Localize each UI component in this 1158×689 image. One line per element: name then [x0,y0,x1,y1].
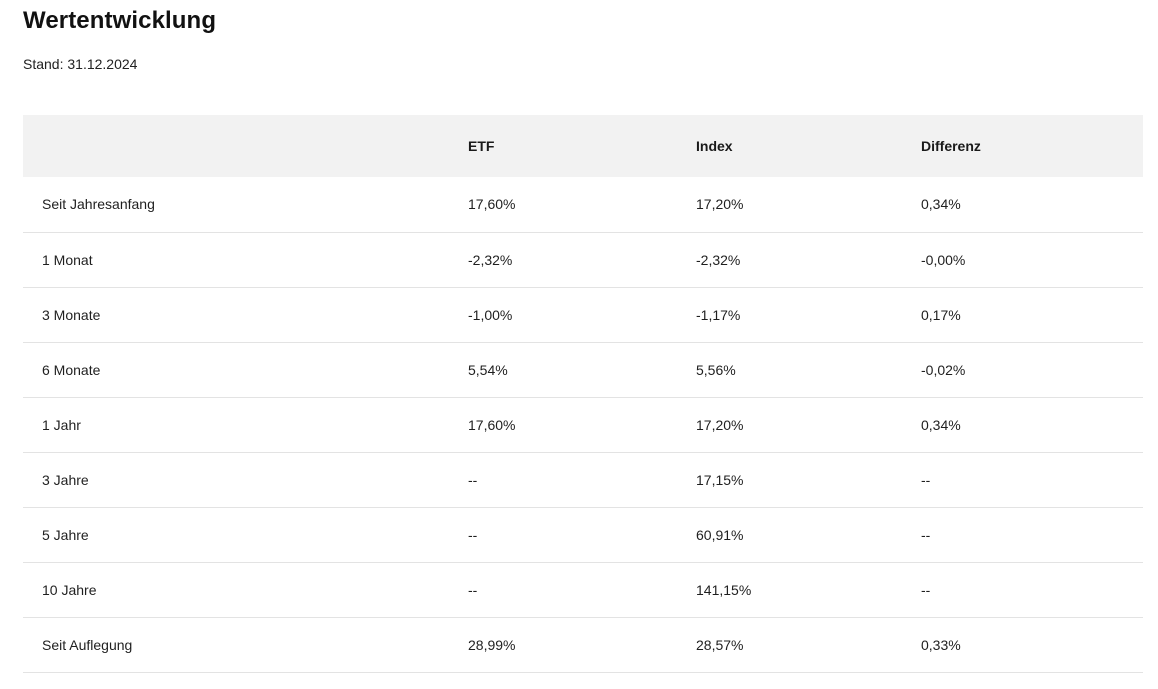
row-etf-value: -- [468,471,478,488]
row-label: Seit Auflegung [42,636,133,653]
header-index: Index [696,138,733,154]
table-row: Seit Jahresanfang 17,60% 17,20% 0,34% [23,177,1143,232]
row-diff-value: 0,33% [921,636,961,653]
table-row: 10 Jahre -- 141,15% -- [23,562,1143,617]
row-etf-value: -- [468,581,478,598]
header-diff: Differenz [921,138,981,154]
header-label [23,115,468,177]
row-label: 1 Monat [42,251,93,268]
table-row: 3 Jahre -- 17,15% -- [23,452,1143,507]
table-row: 6 Monate 5,54% 5,56% -0,02% [23,342,1143,397]
row-label: 5 Jahre [42,526,89,543]
row-index-value: 17,20% [696,416,744,433]
page-title: Wertentwicklung [23,7,217,34]
header-row: ETF Index Differenz [23,115,1143,177]
table-row: 1 Jahr 17,60% 17,20% 0,34% [23,397,1143,452]
row-label: 3 Monate [42,306,101,323]
row-index-value: 141,15% [696,581,752,598]
row-index-value: 17,15% [696,471,744,488]
table-row: Seit Auflegung 28,99% 28,57% 0,33% [23,617,1143,672]
table-header: ETF Index Differenz [23,115,1143,177]
row-diff-value: -- [921,581,931,598]
table-row: 5 Jahre -- 60,91% -- [23,507,1143,562]
row-label: 3 Jahre [42,471,89,488]
row-etf-value: 17,60% [468,416,516,433]
row-index-value: -2,32% [696,251,741,268]
row-diff-value: -- [921,471,931,488]
row-index-value: 60,91% [696,526,744,543]
row-label: Seit Jahresanfang [42,196,155,213]
performance-table: ETF Index Differenz Seit Jahresanfang 17… [23,115,1143,673]
table-row: 1 Monat -2,32% -2,32% -0,00% [23,232,1143,287]
row-etf-value: -1,00% [468,306,513,323]
row-diff-value: -0,00% [921,251,966,268]
row-diff-value: 0,34% [921,196,961,213]
row-diff-value: 0,34% [921,416,961,433]
row-etf-value: -2,32% [468,251,513,268]
row-index-value: 5,56% [696,361,736,378]
row-etf-value: 17,60% [468,196,516,213]
row-index-value: 17,20% [696,196,744,213]
row-etf-value: 5,54% [468,361,508,378]
row-label: 6 Monate [42,361,101,378]
table-body: Seit Jahresanfang 17,60% 17,20% 0,34% 1 … [23,177,1143,672]
row-index-value: -1,17% [696,306,741,323]
row-diff-value: 0,17% [921,306,961,323]
as-of-date: Stand: 31.12.2024 [23,56,138,72]
row-index-value: 28,57% [696,636,744,653]
row-etf-value: -- [468,526,478,543]
row-label: 1 Jahr [42,416,81,433]
table-row: 3 Monate -1,00% -1,17% 0,17% [23,287,1143,342]
row-diff-value: -- [921,526,931,543]
header-etf: ETF [468,138,495,154]
row-label: 10 Jahre [42,581,97,598]
row-diff-value: -0,02% [921,361,966,378]
row-etf-value: 28,99% [468,636,516,653]
